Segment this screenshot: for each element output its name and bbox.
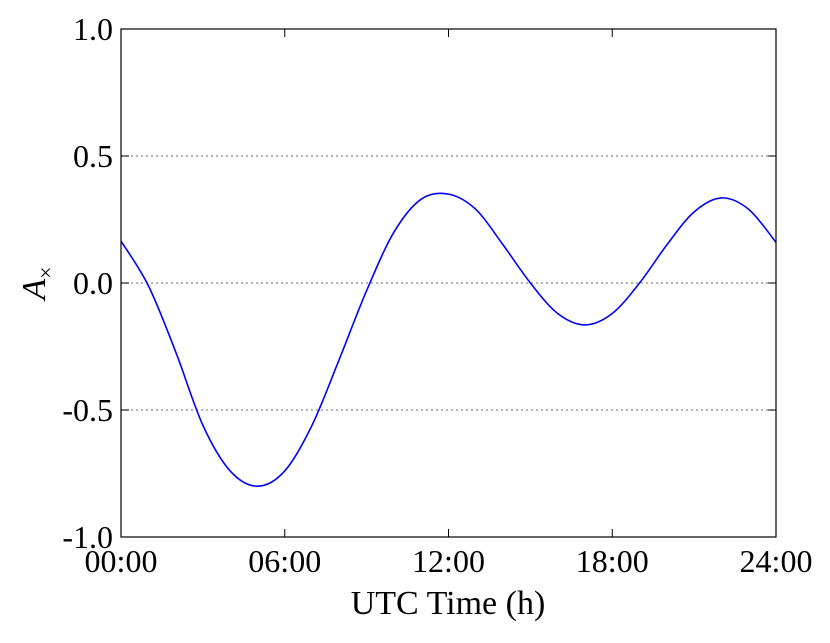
x-tick-label: 00:00 [85, 543, 158, 579]
x-tick-label: 06:00 [248, 543, 321, 579]
x-tick-label: 18:00 [576, 543, 649, 579]
y-axis-label-main: A [16, 279, 53, 302]
y-axis-label-subscript: × [33, 266, 58, 278]
y-tick-label: 1.0 [73, 11, 113, 47]
x-tick-labels: 00:00 06:00 12:00 18:00 24:00 [85, 543, 813, 579]
series-line-a-cross [120, 192, 777, 488]
y-tick-label: -1.0 [62, 519, 113, 555]
x-tick-label: 24:00 [740, 543, 813, 579]
x-tick-label: 12:00 [412, 543, 485, 579]
y-axis-label: A× [16, 266, 58, 301]
tick-marks [120, 28, 777, 538]
y-tick-label: 0.0 [73, 265, 113, 301]
grid-lines [121, 155, 776, 411]
y-tick-labels: 1.0 0.5 0.0 -0.5 -1.0 [62, 11, 113, 555]
y-tick-label: 0.5 [73, 138, 113, 174]
x-axis-label: UTC Time (h) [351, 585, 546, 622]
y-tick-label: -0.5 [62, 392, 113, 428]
